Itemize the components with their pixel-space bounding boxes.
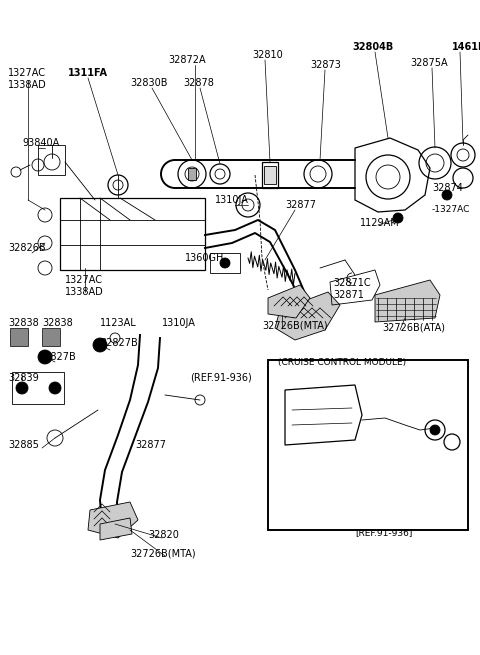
- Text: 32820: 32820: [148, 530, 179, 540]
- Text: 32726B(MTA): 32726B(MTA): [130, 548, 196, 558]
- Polygon shape: [100, 518, 132, 540]
- Bar: [210, 253, 240, 273]
- Text: -1327AC: -1327AC: [432, 205, 470, 214]
- Text: 32827B: 32827B: [100, 338, 138, 348]
- Circle shape: [49, 382, 61, 394]
- Text: 32826B: 32826B: [8, 243, 46, 253]
- Text: 32885: 32885: [8, 440, 39, 450]
- Text: 32838: 32838: [42, 318, 73, 328]
- Circle shape: [442, 190, 452, 200]
- Bar: [264, 166, 276, 184]
- Text: 93840A: 93840A: [22, 138, 59, 148]
- Bar: [12, 372, 64, 404]
- Bar: [188, 168, 196, 180]
- Circle shape: [430, 425, 440, 435]
- Polygon shape: [88, 502, 138, 538]
- Bar: [268, 360, 468, 530]
- Text: 32873: 32873: [310, 60, 341, 70]
- Text: 32875A: 32875A: [410, 58, 448, 68]
- Circle shape: [93, 338, 107, 352]
- Circle shape: [393, 213, 403, 223]
- Circle shape: [38, 350, 52, 364]
- Circle shape: [220, 258, 230, 268]
- Bar: [42, 328, 60, 346]
- Text: (REF.91-936): (REF.91-936): [190, 373, 252, 383]
- Text: 1327AC
1338AD: 1327AC 1338AD: [8, 68, 47, 90]
- Text: 32726B(ATA): 32726B(ATA): [382, 322, 445, 332]
- Polygon shape: [275, 292, 340, 340]
- Text: 32877: 32877: [135, 440, 166, 450]
- Polygon shape: [375, 280, 440, 322]
- Text: 1123AL: 1123AL: [100, 318, 137, 328]
- Text: 1310JA: 1310JA: [215, 195, 249, 205]
- Polygon shape: [268, 285, 310, 318]
- Text: 32874: 32874: [432, 183, 463, 193]
- Text: 1311FA: 1311FA: [68, 68, 108, 78]
- Text: (CRUISE CONTROL MODULE): (CRUISE CONTROL MODULE): [278, 358, 406, 367]
- Text: 1129AM: 1129AM: [360, 218, 400, 228]
- Text: 32827B: 32827B: [38, 352, 76, 362]
- Text: 32872A: 32872A: [168, 55, 205, 65]
- Text: 32830B: 32830B: [130, 78, 168, 88]
- Text: 32877: 32877: [285, 200, 316, 210]
- Bar: [10, 328, 28, 346]
- Text: 32726B(MTA): 32726B(MTA): [262, 320, 328, 330]
- Text: 1360GH: 1360GH: [185, 253, 224, 263]
- Text: 1310JA: 1310JA: [162, 318, 196, 328]
- Text: 32839: 32839: [8, 373, 39, 383]
- Text: 1461LM: 1461LM: [452, 42, 480, 52]
- Text: 1327AC
1338AD: 1327AC 1338AD: [65, 275, 104, 297]
- Text: 32804B: 32804B: [352, 42, 393, 52]
- Text: 32810: 32810: [252, 50, 283, 60]
- Text: 32871C
32871: 32871C 32871: [333, 278, 371, 299]
- Circle shape: [16, 382, 28, 394]
- Text: [REF.91-936]: [REF.91-936]: [355, 528, 412, 537]
- Text: 32878: 32878: [183, 78, 214, 88]
- Text: 32838: 32838: [8, 318, 39, 328]
